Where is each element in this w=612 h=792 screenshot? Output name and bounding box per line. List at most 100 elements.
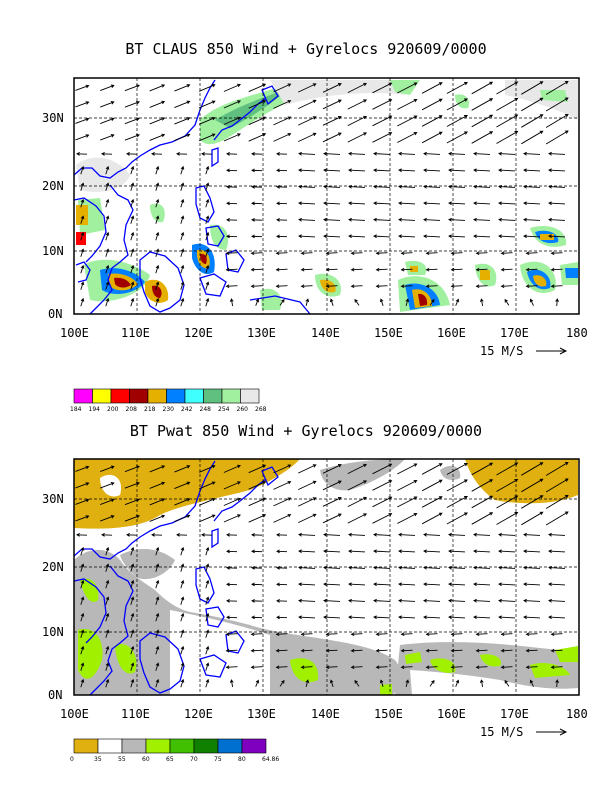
- wind-vector: [548, 184, 566, 189]
- wind-vector: [545, 511, 569, 526]
- wind-vector: [373, 168, 391, 173]
- wind-vector: [155, 579, 160, 589]
- wind-vector: [448, 201, 466, 206]
- wind-vector: [397, 98, 418, 110]
- wind-vector: [348, 217, 366, 222]
- wind-vector: [421, 115, 443, 127]
- wind-vector: [400, 648, 413, 653]
- colorbar-swatch: [169, 738, 195, 754]
- wind-vector: [298, 549, 316, 554]
- wind-vector: [525, 665, 538, 670]
- wind-vector: [475, 267, 488, 272]
- wind-vector: [373, 582, 391, 587]
- wind-vector: [354, 298, 360, 306]
- wind-vector: [448, 532, 466, 537]
- wind-vector: [498, 532, 516, 537]
- wind-vector: [130, 297, 135, 307]
- wind-vector: [105, 612, 110, 622]
- wind-vector: [298, 532, 316, 537]
- wind-vector: [205, 629, 210, 638]
- wind-vector: [300, 632, 313, 637]
- wind-vector: [423, 184, 441, 189]
- wind-vector: [298, 132, 317, 143]
- wind-vector: [398, 532, 416, 537]
- wind-vector: [323, 217, 341, 222]
- wind-vector: [205, 563, 210, 572]
- wind-vector: [405, 298, 410, 307]
- wind-vector: [273, 464, 292, 474]
- wind-vector: [155, 264, 160, 274]
- wind-vector: [205, 662, 210, 671]
- wind-vector: [372, 82, 393, 94]
- wind-vector: [130, 662, 135, 671]
- wind-vector: [323, 582, 341, 587]
- wind-vector: [205, 596, 210, 605]
- wind-vector: [100, 465, 115, 473]
- wind-vector: [421, 496, 443, 508]
- colorbar-level-label: 70: [190, 756, 198, 763]
- wind-vector: [545, 495, 569, 509]
- wind-vector: [373, 565, 391, 570]
- wind-vector: [525, 284, 538, 289]
- wind-vector: [130, 546, 135, 556]
- wind-vector: [100, 101, 115, 108]
- colorbar-swatch: [203, 388, 223, 404]
- wind-vector: [105, 563, 110, 572]
- panel1-xtick: 120E: [184, 326, 213, 340]
- wind-vector: [429, 679, 435, 687]
- colorbar-level-label: 248: [200, 406, 212, 413]
- wind-vector: [105, 165, 110, 175]
- wind-vector: [226, 566, 238, 570]
- panel2-title: BT Pwat 850 Wind + Gyrelocs 920609/0000: [129, 422, 483, 440]
- wind-vector: [300, 284, 313, 289]
- wind-vector: [373, 615, 391, 620]
- wind-vector: [446, 131, 468, 144]
- wind-vector: [180, 248, 185, 257]
- wind-vector: [398, 582, 416, 587]
- wind-vector: [205, 215, 210, 224]
- wind-vector: [250, 284, 263, 289]
- wind-vector: [347, 463, 368, 475]
- wind-vector: [375, 632, 388, 637]
- wind-vector: [80, 563, 85, 572]
- wind-vector: [373, 234, 391, 239]
- wind-vector: [100, 84, 115, 92]
- panel2-xtick: 130E: [247, 707, 276, 721]
- wind-vector: [174, 133, 191, 142]
- wind-vector: [496, 479, 519, 492]
- wind-vector: [323, 201, 341, 206]
- panel1-axes: 30N 20N 10N 0N 100E 110E 120E 130E 140E …: [42, 111, 588, 358]
- wind-vector: [276, 234, 288, 239]
- wind-vector: [180, 264, 185, 274]
- wind-vector: [80, 596, 85, 605]
- wind-vector: [275, 632, 288, 637]
- panel1-xtick: 100E: [60, 326, 89, 340]
- wind-vector: [504, 298, 510, 306]
- panel1-colorbar: 184 194 200 208 218 230 242 248 254 260 268: [70, 388, 267, 413]
- wind-vector: [199, 464, 216, 473]
- wind-vector: [405, 679, 410, 688]
- wind-vector: [180, 678, 185, 688]
- wind-vector: [75, 482, 90, 489]
- wind-vector: [496, 98, 519, 111]
- wind-vector: [223, 514, 241, 523]
- wind-vector: [100, 134, 115, 141]
- wind-vector: [105, 231, 110, 241]
- wind-vector: [80, 215, 85, 224]
- wind-vector: [105, 645, 110, 655]
- wind-vector: [348, 615, 366, 620]
- wind-vector: [473, 184, 491, 189]
- wind-vector: [205, 281, 210, 290]
- wind-vector: [80, 297, 85, 307]
- wind-vector: [450, 267, 463, 272]
- wind-vector: [180, 546, 185, 556]
- panel2-xtick: 180: [566, 707, 588, 721]
- wind-vector: [498, 615, 516, 620]
- colorbar-swatch: [240, 388, 260, 404]
- wind-vector: [523, 598, 541, 603]
- wind-vector: [421, 82, 443, 94]
- wind-vector: [300, 267, 313, 272]
- wind-vector: [446, 463, 468, 475]
- panel2-ytick: 10N: [42, 625, 64, 639]
